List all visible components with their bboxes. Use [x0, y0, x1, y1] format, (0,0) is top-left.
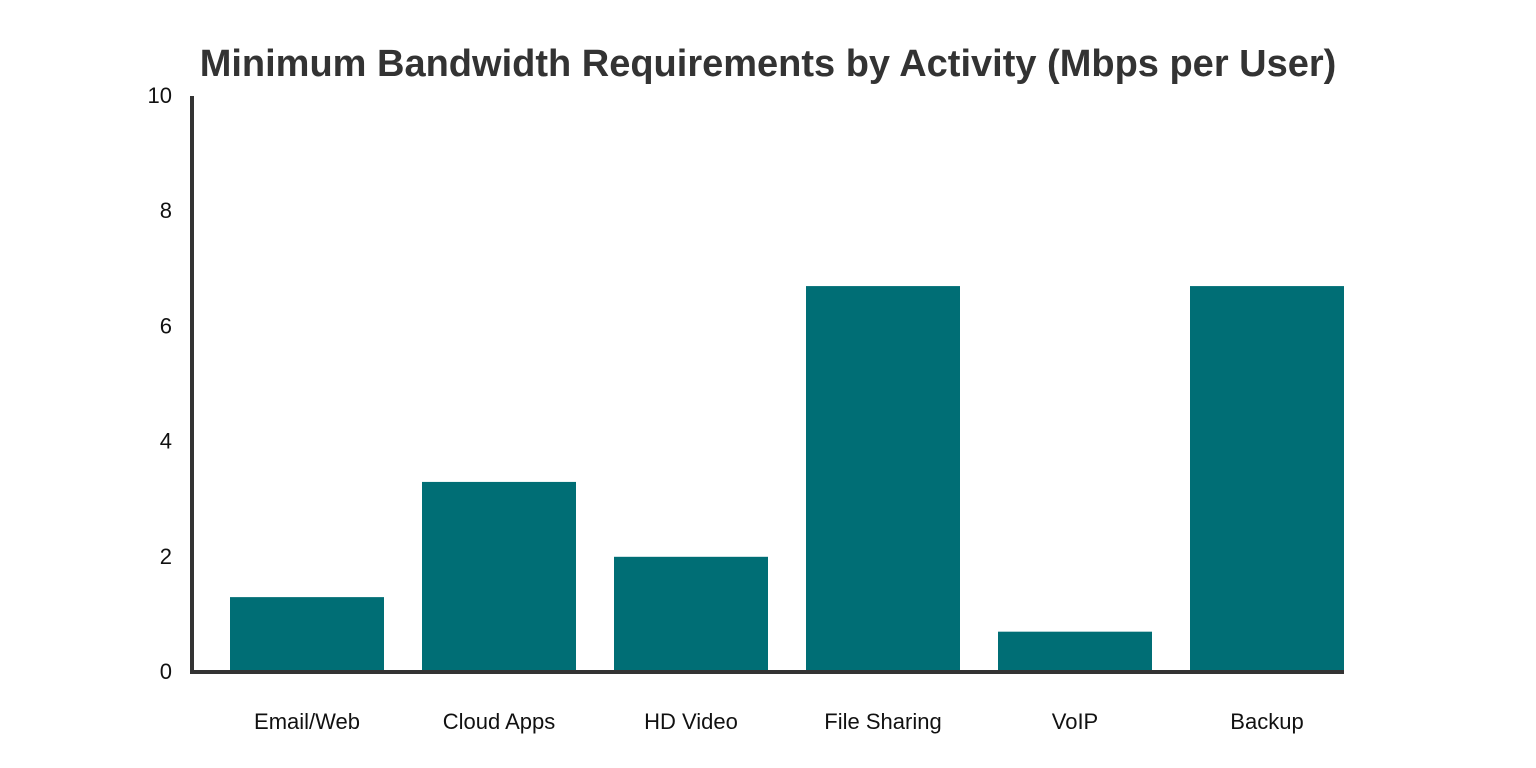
x-category-label: Cloud Apps	[443, 709, 556, 734]
x-category-label: VoIP	[1052, 709, 1098, 734]
x-category-label: Email/Web	[254, 709, 360, 734]
chart-title: Minimum Bandwidth Requirements by Activi…	[200, 43, 1337, 85]
y-tick-label: 8	[160, 198, 172, 223]
bar	[1190, 286, 1344, 672]
y-tick-label: 6	[160, 313, 172, 338]
bar	[806, 286, 960, 672]
x-category-label: HD Video	[644, 709, 738, 734]
bar	[998, 631, 1152, 672]
y-tick-label: 0	[160, 659, 172, 684]
bar	[230, 597, 384, 672]
y-axis-ticks: 0 2 4 6 8 10	[148, 83, 172, 684]
y-tick-label: 2	[160, 544, 172, 569]
bars-group	[230, 286, 1344, 672]
y-tick-label: 10	[148, 83, 172, 108]
x-axis-labels: Email/Web Cloud Apps HD Video File Sharing V…	[254, 709, 1304, 734]
x-category-label: File Sharing	[824, 709, 941, 734]
x-category-label: Backup	[1230, 709, 1303, 734]
y-tick-label: 4	[160, 429, 172, 454]
bar	[422, 481, 576, 672]
bar	[614, 556, 768, 672]
